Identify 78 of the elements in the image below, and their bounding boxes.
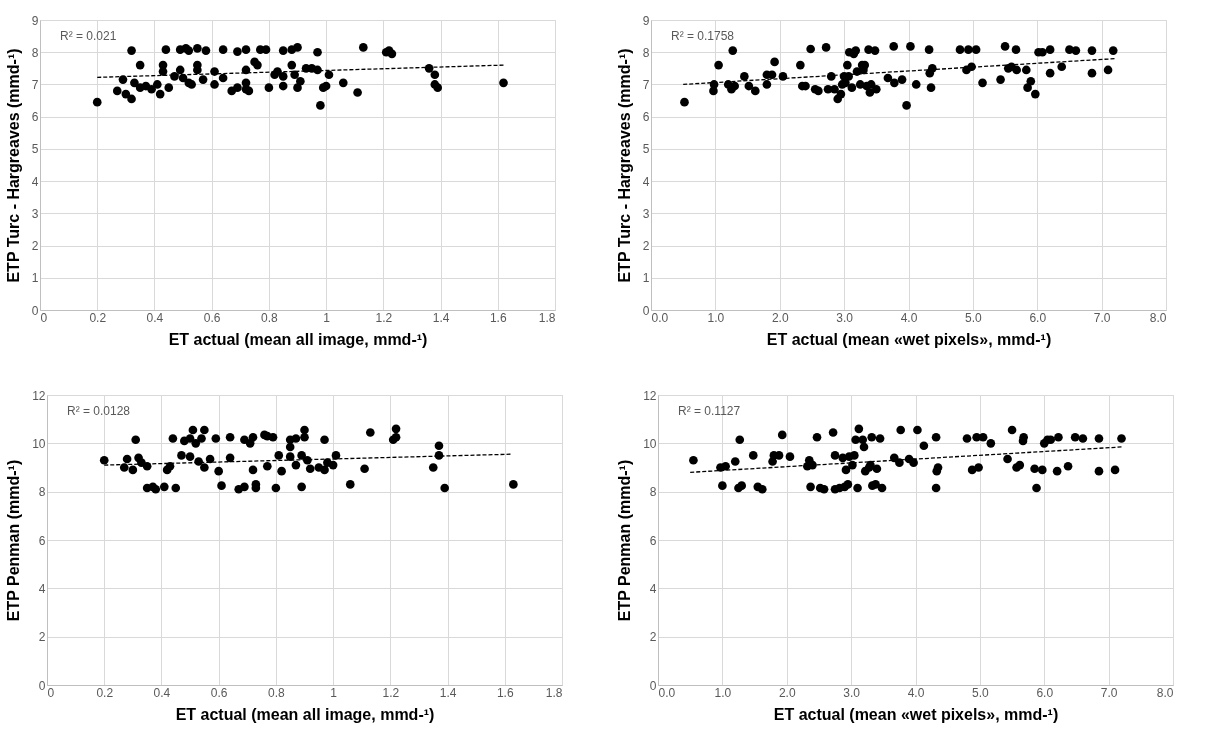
x-axis-title: ET actual (mean all image, mmd-¹)	[168, 330, 428, 348]
x-tick-label: 7.0	[1093, 310, 1111, 325]
x-axis-title: ET actual (mean «wet pixels», mmd-¹)	[766, 330, 1052, 348]
y-tick-label: 5	[642, 142, 650, 157]
y-tick-label: 6	[649, 533, 657, 548]
y-tick-label: 9	[31, 13, 39, 28]
y-tick-label: 7	[31, 77, 39, 92]
x-tick-label: 5.0	[972, 685, 990, 700]
x-tick-label: 6.0	[1029, 310, 1047, 325]
x-tick-label: 2.0	[778, 685, 796, 700]
y-tick-label: 2	[642, 239, 650, 254]
y-tick-label: 12	[643, 388, 657, 403]
y-tick-label: 3	[31, 206, 39, 221]
y-tick-label: 9	[642, 13, 650, 28]
x-tick-label: 3.0	[836, 310, 854, 325]
x-tick-label: 3.0	[843, 685, 861, 700]
y-axis-title: ETP Turc - Hargreaves (mmd-¹)	[615, 48, 633, 283]
x-tick-label: 1.2	[382, 685, 400, 700]
x-tick-label: 1.8	[545, 685, 563, 700]
x-tick-label: 1.6	[496, 685, 514, 700]
x-tick-label: 5.0	[965, 310, 983, 325]
y-tick-label: 8	[649, 485, 657, 500]
y-axis-title: ETP Turc - Hargreaves (mmd-¹)	[4, 48, 22, 283]
x-tick-label: 0.4	[146, 310, 164, 325]
y-tick-label: 5	[31, 142, 39, 157]
y-tick-label: 2	[38, 630, 46, 645]
y-axis-title: ETP Penman (mmd-¹)	[5, 459, 23, 622]
x-tick-label: 4.0	[900, 310, 918, 325]
y-tick-label: 7	[642, 77, 650, 92]
x-tick-label: 0.8	[261, 310, 279, 325]
x-tick-label: 0.8	[268, 685, 286, 700]
y-tick-label: 6	[642, 110, 650, 125]
x-tick-label: 0.2	[96, 685, 114, 700]
x-tick-label: 4.0	[907, 685, 925, 700]
x-tick-label: 1.2	[375, 310, 393, 325]
y-tick-label: 8	[38, 485, 46, 500]
annotation: R² = 0.021	[60, 29, 117, 43]
x-tick-label: 1	[323, 310, 331, 325]
x-tick-label: 0.4	[153, 685, 171, 700]
x-tick-label: 6.0	[1036, 685, 1054, 700]
y-tick-label: 6	[38, 533, 46, 548]
y-tick-label: 3	[642, 206, 650, 221]
x-tick-label: 1.8	[538, 310, 556, 325]
x-tick-label: 8.0	[1156, 685, 1174, 700]
y-axis-title: ETP Penman (mmd-¹)	[616, 459, 634, 622]
y-tick-label: 8	[31, 45, 39, 60]
x-tick-label: 0.2	[89, 310, 107, 325]
x-tick-label: 2.0	[771, 310, 789, 325]
y-tick-label: 2	[649, 630, 657, 645]
annotation: R² = 0.1758	[671, 29, 735, 43]
x-axis-title: ET actual (mean all image, mmd-¹)	[175, 705, 435, 723]
x-tick-label: 1.0	[714, 685, 732, 700]
x-tick-label: 7.0	[1100, 685, 1118, 700]
x-tick-label: 1.4	[432, 310, 450, 325]
y-tick-label: 2	[31, 239, 39, 254]
x-tick-label: 1.0	[707, 310, 725, 325]
y-tick-label: 1	[642, 271, 650, 286]
x-tick-label: 8.0	[1149, 310, 1167, 325]
y-tick-label: 8	[642, 45, 650, 60]
y-tick-label: 4	[649, 581, 657, 596]
x-tick-label: 1	[330, 685, 338, 700]
x-tick-label: 1.6	[489, 310, 507, 325]
y-tick-label: 4	[642, 174, 650, 189]
annotation: R² = 0.1127	[678, 404, 741, 418]
x-tick-label: 0.0	[651, 310, 669, 325]
y-tick-label: 4	[31, 174, 39, 189]
y-tick-label: 1	[31, 271, 39, 286]
x-tick-label: 1.4	[439, 685, 457, 700]
x-tick-label: 0.6	[210, 685, 228, 700]
y-tick-label: 4	[38, 581, 46, 596]
y-tick-label: 10	[643, 436, 657, 451]
y-tick-label: 12	[32, 388, 46, 403]
x-axis-title: ET actual (mean «wet pixels», mmd-¹)	[773, 705, 1059, 723]
x-tick-label: 0.6	[203, 310, 221, 325]
y-tick-label: 6	[31, 110, 39, 125]
annotation: R² = 0.0128	[67, 404, 131, 418]
y-tick-label: 10	[32, 436, 46, 451]
x-tick-label: 0.0	[658, 685, 676, 700]
